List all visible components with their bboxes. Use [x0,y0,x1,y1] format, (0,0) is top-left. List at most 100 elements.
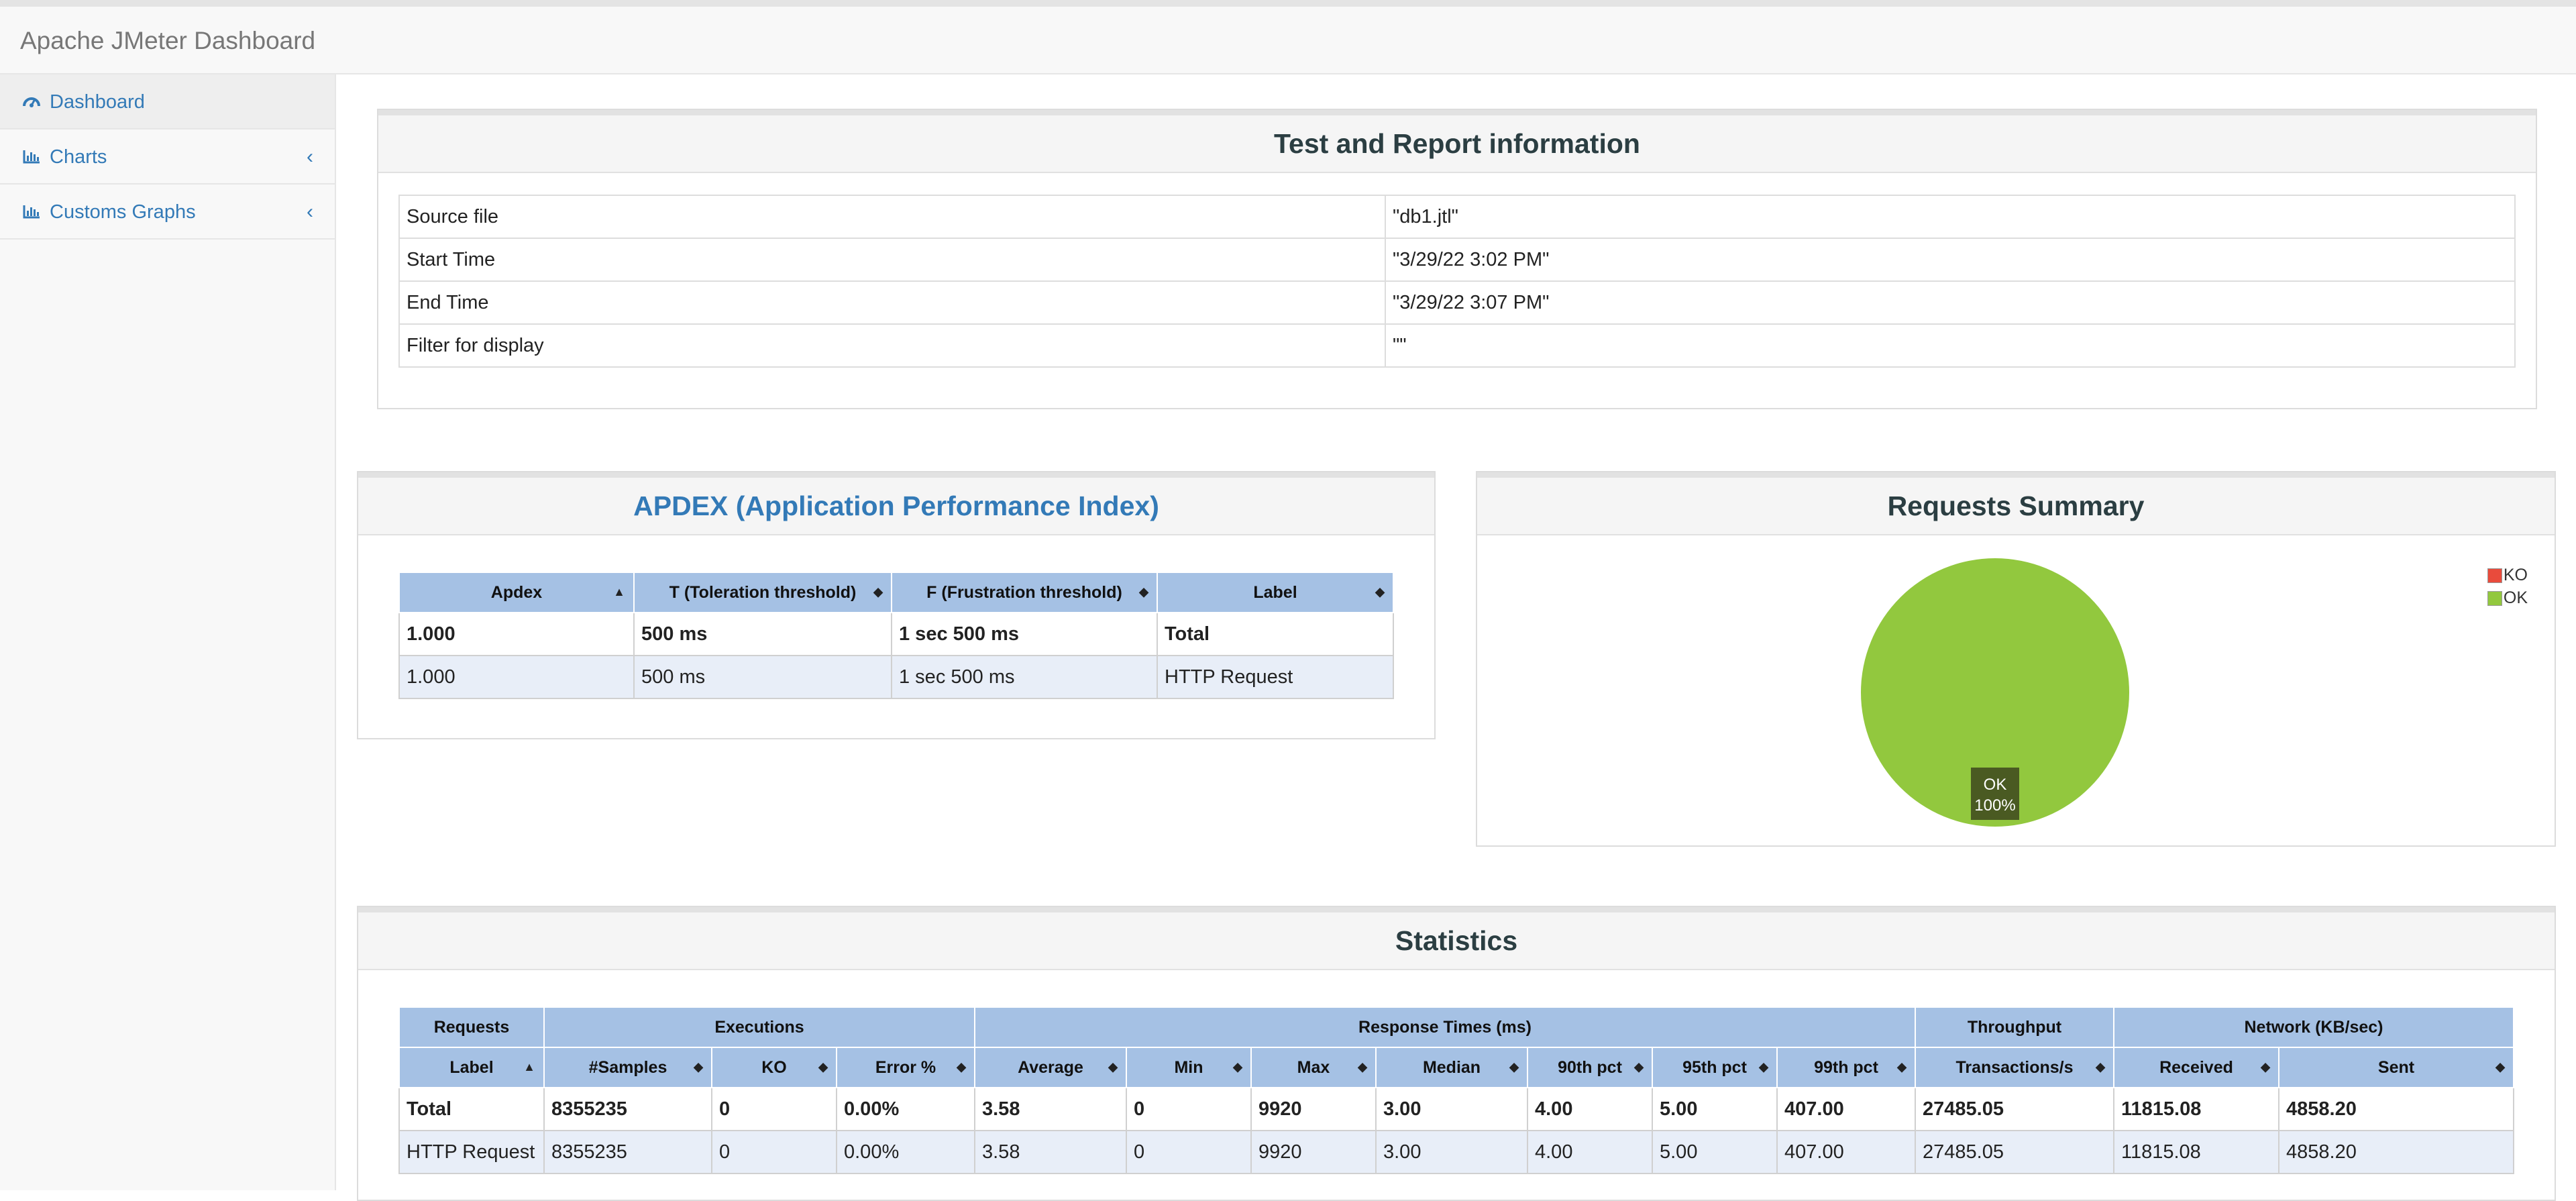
column-header-sent[interactable]: Sent ◆ [2278,1047,2514,1088]
app-title[interactable]: Apache JMeter Dashboard [20,27,316,54]
column-header-99th-pct[interactable]: 99th pct ◆ [1776,1047,1916,1088]
chevron-left-icon[interactable]: ‹ [307,146,313,168]
table-header-row: Label ▲ #Samples ◆ KO ◆ Error % ◆ Average ◆ M… [398,1047,2514,1088]
info-table: Source file "db1.jtl" Start Time "3/29/2… [398,195,2516,368]
cell: HTTP Request [1157,655,1394,699]
group-header-throughput: Throughput [1915,1006,2114,1048]
info-value: "3/29/22 3:02 PM" [1385,238,2516,282]
table-row: 1.000 500 ms 1 sec 500 ms HTTP Request [398,655,1394,699]
sidebar-item-customs-graphs[interactable]: Customs Graphs ‹ [0,185,335,240]
cell: Total [1157,612,1394,656]
apdex-table: Apdex ▲ T (Toleration threshold) ◆ F (Frus… [398,572,1394,699]
sort-icon: ◆ [1375,585,1385,598]
column-header-transactions[interactable]: Transactions/s ◆ [1915,1047,2114,1088]
cell: 11815.08 [2113,1130,2279,1174]
pie-label-text: OK [1984,776,2007,794]
cell: HTTP Request [398,1130,545,1174]
sort-icon: ◆ [1759,1060,1768,1074]
requests-summary-title: Requests Summary [1477,472,2555,535]
column-header-label[interactable]: Label ◆ [1157,572,1394,613]
cell: 4.00 [1527,1087,1653,1131]
sort-icon: ◆ [957,1060,966,1074]
sort-asc-icon: ▲ [523,1060,535,1074]
cell: 3.58 [974,1130,1127,1174]
table-row: 1.000 500 ms 1 sec 500 ms Total [398,612,1394,656]
info-key: Filter for display [398,323,1386,368]
group-header-response-times: Response Times (ms) [974,1006,1916,1048]
cell: 9920 [1250,1130,1377,1174]
table-row: Source file "db1.jtl" [398,195,2516,239]
legend-swatch-ko [2487,568,2502,584]
cell: 3.00 [1375,1130,1528,1174]
column-header-apdex[interactable]: Apdex ▲ [398,572,635,613]
column-header-ko[interactable]: KO ◆ [711,1047,837,1088]
column-header-median[interactable]: Median ◆ [1375,1047,1528,1088]
cell: 4858.20 [2278,1130,2514,1174]
cell: 0 [711,1087,837,1131]
cell: 407.00 [1776,1087,1916,1131]
top-navbar: Apache JMeter Dashboard [0,0,2576,74]
cell: 5.00 [1652,1087,1778,1131]
column-header-error-pct[interactable]: Error % ◆ [836,1047,975,1088]
bar-chart-icon [23,130,42,185]
sort-icon: ◆ [2261,1060,2270,1074]
sort-icon: ◆ [873,585,883,598]
column-header-95th-pct[interactable]: 95th pct ◆ [1652,1047,1778,1088]
column-header-average[interactable]: Average ◆ [974,1047,1127,1088]
legend-swatch-ok [2487,591,2502,607]
column-header-frustration[interactable]: F (Frustration threshold) ◆ [891,572,1158,613]
column-header-min[interactable]: Min ◆ [1126,1047,1252,1088]
pie-slice-ok[interactable] [1861,558,2129,827]
requests-pie-chart[interactable]: OK 100% [1477,535,2555,844]
info-value: "3/29/22 3:07 PM" [1385,280,2516,325]
cell: 407.00 [1776,1130,1916,1174]
info-panel: Test and Report information Source file … [377,109,2537,409]
column-header-received[interactable]: Received ◆ [2113,1047,2279,1088]
sidebar-item-charts[interactable]: Charts ‹ [0,129,335,185]
pie-label-box [1971,768,2019,820]
column-header-toleration[interactable]: T (Toleration threshold) ◆ [633,572,892,613]
statistics-panel: Statistics Requests Executions Response … [357,906,2556,1201]
apdex-title[interactable]: APDEX (Application Performance Index) [358,472,1434,535]
pie-slice-label: OK 100% [1971,768,2019,820]
sort-icon: ◆ [1897,1060,1907,1074]
sort-icon: ◆ [1233,1060,1242,1074]
cell: 1.000 [398,612,635,656]
legend-item-ko[interactable]: KO [2487,564,2528,586]
cell: 8355235 [543,1130,712,1174]
statistics-table: Requests Executions Response Times (ms) … [398,1006,2514,1174]
cell: 27485.05 [1915,1130,2114,1174]
legend-item-ok[interactable]: OK [2487,586,2528,609]
cell: 3.00 [1375,1087,1528,1131]
cell: 5.00 [1652,1130,1778,1174]
sort-icon: ◆ [1509,1060,1519,1074]
requests-summary-panel: Requests Summary OK 100% KO OK [1476,471,2556,847]
bar-chart-icon [23,185,42,240]
cell: Total [398,1087,545,1131]
dashboard-icon [23,75,42,130]
group-header-network: Network (KB/sec) [2113,1006,2514,1048]
chevron-left-icon[interactable]: ‹ [307,201,313,223]
table-row: End Time "3/29/22 3:07 PM" [398,280,2516,325]
info-key: Source file [398,195,1386,239]
sort-icon: ◆ [2496,1060,2505,1074]
cell: 500 ms [633,612,892,656]
column-header-label[interactable]: Label ▲ [398,1047,545,1088]
column-header-samples[interactable]: #Samples ◆ [543,1047,712,1088]
cell: 0.00% [836,1130,975,1174]
column-header-max[interactable]: Max ◆ [1250,1047,1377,1088]
sidebar-item-dashboard[interactable]: Dashboard [0,74,335,129]
sort-icon: ◆ [818,1060,828,1074]
sort-icon: ◆ [1108,1060,1118,1074]
cell: 4858.20 [2278,1087,2514,1131]
sort-icon: ◆ [2096,1060,2105,1074]
column-header-90th-pct[interactable]: 90th pct ◆ [1527,1047,1653,1088]
cell: 11815.08 [2113,1087,2279,1131]
info-key: End Time [398,280,1386,325]
cell: 0 [1126,1087,1252,1131]
sort-icon: ◆ [1634,1060,1644,1074]
pie-label-percent: 100% [1974,796,2015,815]
statistics-title: Statistics [358,907,2555,970]
legend-label: OK [2503,588,2528,607]
cell: 9920 [1250,1087,1377,1131]
